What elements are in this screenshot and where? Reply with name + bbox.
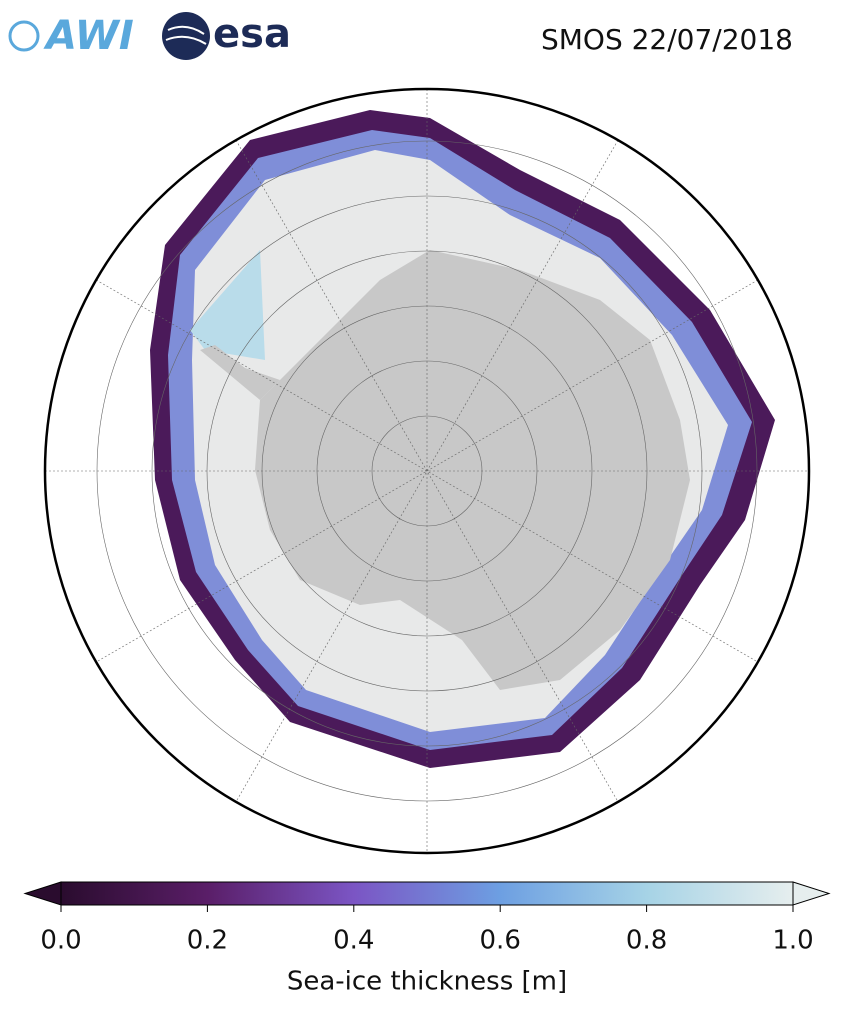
colorbar-label: Sea-ice thickness [m] <box>287 967 567 997</box>
colorbar-ramp <box>61 882 793 905</box>
colorbar-frame <box>60 881 794 906</box>
logo-esa: esa <box>162 11 291 60</box>
colorbar-extend-high <box>792 881 831 906</box>
ice-thick-wedge <box>190 250 265 360</box>
logo-awi: AWI <box>8 13 134 59</box>
colorbar: Sea-ice thickness [m] 0.0 0.2 0.4 0.6 0.8 1.0 <box>23 881 831 997</box>
colorbar-tick-label: 0.6 <box>480 926 521 956</box>
logo-text: AWI <box>43 13 134 59</box>
meridian <box>96 279 758 663</box>
peninsula <box>200 345 280 400</box>
meridians <box>45 89 809 853</box>
colorbar-tick-label: 0.8 <box>626 926 667 956</box>
colorbar-tick-label: 1.0 <box>772 926 813 956</box>
colorbar-tick-label: 0.2 <box>187 926 228 956</box>
map-frame <box>43 87 811 855</box>
colorbar-tick-label: 0.4 <box>333 926 374 956</box>
colorbar-tick-label: 0.0 <box>40 926 81 956</box>
map <box>45 89 809 853</box>
colorbar-extend-low <box>23 881 62 906</box>
title: SMOS 22/07/2018 <box>541 23 793 56</box>
logo-text: esa <box>213 11 291 57</box>
